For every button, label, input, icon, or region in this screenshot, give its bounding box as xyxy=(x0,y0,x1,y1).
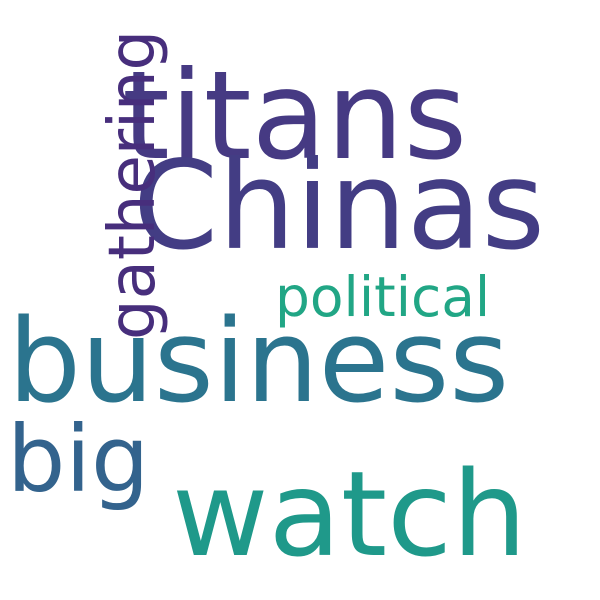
word-gathering: gathering xyxy=(96,29,170,340)
word-business: business xyxy=(8,295,510,429)
word-chinas: Chinas xyxy=(133,135,546,277)
word-watch: watch xyxy=(172,445,527,583)
word-big: big xyxy=(7,406,150,513)
word-titans: titans xyxy=(122,45,468,187)
word-political: political xyxy=(275,265,491,329)
